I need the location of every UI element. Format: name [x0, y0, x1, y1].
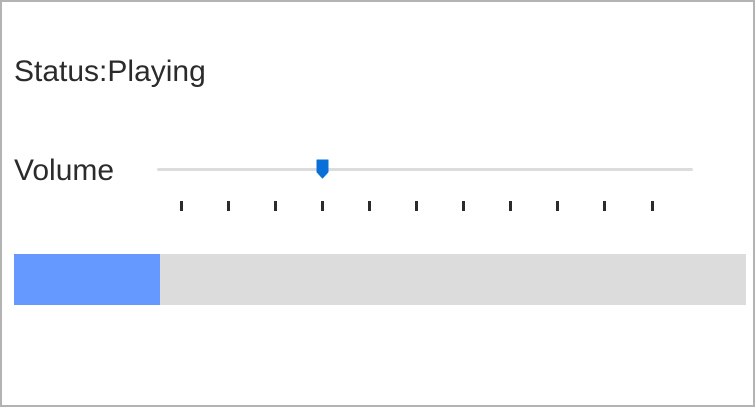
volume-slider[interactable] [157, 154, 693, 186]
volume-ticks [157, 201, 693, 213]
volume-tick [415, 201, 418, 211]
volume-slider-track[interactable] [157, 168, 693, 171]
playback-progress-fill [14, 254, 161, 305]
status-value: Playing [107, 55, 206, 88]
playback-progress-bar[interactable] [14, 254, 746, 305]
volume-label: Volume [14, 154, 115, 187]
status-label: Status: [14, 55, 108, 88]
volume-tick [650, 201, 654, 211]
volume-tick [320, 201, 324, 211]
volume-tick [556, 201, 560, 211]
status-text: Status:Playing [14, 52, 206, 92]
slider-thumb-icon [316, 159, 329, 179]
volume-tick [226, 201, 230, 211]
volume-tick [367, 201, 371, 211]
volume-tick [462, 201, 466, 211]
volume-slider-thumb[interactable] [316, 159, 329, 179]
volume-tick [273, 201, 277, 211]
volume-tick [509, 201, 513, 211]
volume-tick [603, 201, 607, 211]
volume-tick [179, 201, 183, 211]
